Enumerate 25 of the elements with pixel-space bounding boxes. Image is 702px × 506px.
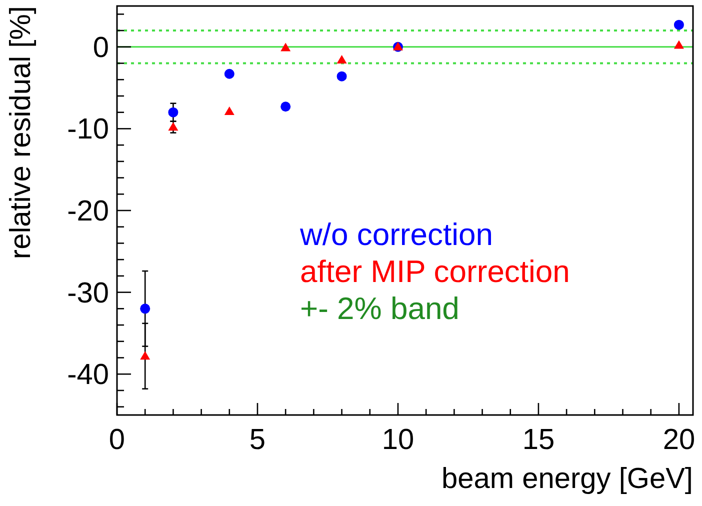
point [280, 42, 291, 52]
point [336, 54, 347, 64]
point [224, 68, 234, 79]
y-axis-title: relative residual [%] [5, 6, 37, 260]
point [674, 40, 684, 49]
y-tick-label: -20 [67, 196, 109, 228]
y-tick-label: -30 [67, 277, 109, 310]
y-tick-label: 0 [92, 32, 109, 64]
x-axis-title: beam energy [GeV] [442, 463, 693, 495]
annotation: +- 2% band [300, 291, 460, 326]
y-tick-label: -10 [67, 114, 109, 146]
x-tick-label: 5 [249, 424, 266, 456]
text: after MIP correction [300, 254, 570, 289]
point [224, 106, 234, 116]
x-tick-label: 20 [662, 424, 696, 456]
point [280, 102, 291, 112]
point [140, 351, 150, 360]
y-tick-label: -40 [67, 359, 109, 392]
x-tick-label: 15 [522, 424, 555, 456]
x-tick-label: 10 [382, 424, 414, 456]
point [674, 20, 684, 30]
text: w/o correction [299, 217, 493, 252]
point [140, 304, 150, 314]
point [168, 107, 178, 118]
point [336, 71, 347, 82]
